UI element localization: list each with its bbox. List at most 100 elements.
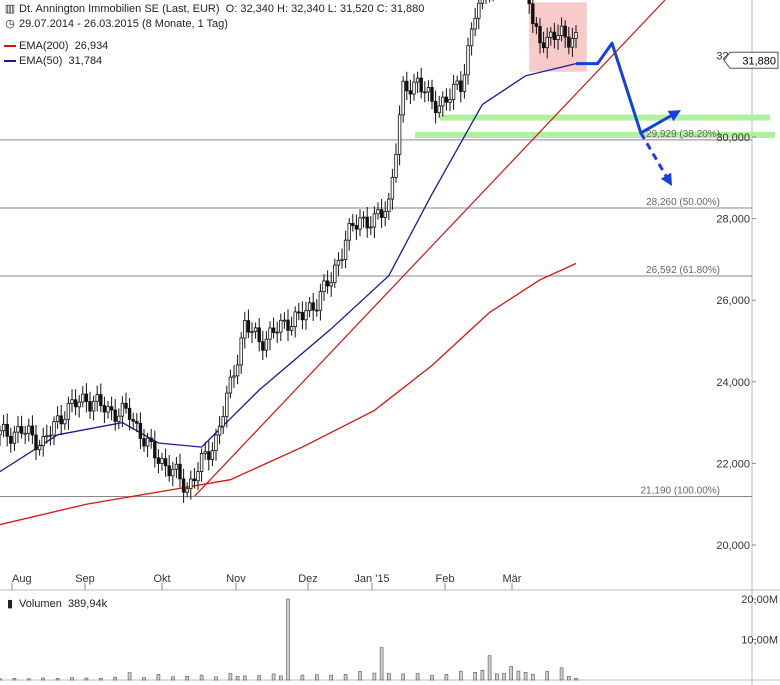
- candle: [48, 425, 53, 446]
- candle: [113, 399, 117, 431]
- vol-tick-label-1: 10,00M: [741, 635, 778, 647]
- candle-body: [207, 451, 211, 460]
- candle: [570, 27, 575, 57]
- candle-body: [541, 42, 546, 49]
- candle: [361, 211, 366, 228]
- candle-body: [261, 341, 265, 351]
- candle: [243, 311, 247, 349]
- volume-bar: [228, 673, 233, 681]
- candle: [423, 81, 427, 103]
- volume-bar: [444, 674, 449, 681]
- x-tick-label-0: Aug: [12, 573, 32, 585]
- candle: [106, 401, 110, 419]
- candle: [217, 415, 222, 445]
- candle-body: [156, 457, 161, 464]
- candle-body: [289, 326, 294, 331]
- candle-body: [527, 0, 531, 5]
- candle-body: [77, 401, 81, 408]
- volume-bar: [415, 673, 420, 681]
- candle: [455, 75, 459, 91]
- candle: [466, 37, 470, 85]
- candle: [41, 427, 45, 457]
- candle-body: [199, 452, 204, 472]
- candle: [477, 0, 481, 30]
- candle-body: [545, 36, 549, 49]
- candle-body: [325, 280, 330, 287]
- candle: [556, 24, 560, 51]
- volume-bar: [480, 669, 485, 681]
- candle: [253, 322, 258, 339]
- ema50-line: [0, 62, 577, 473]
- candle: [156, 449, 161, 474]
- volume-bar: [509, 666, 514, 681]
- candle-body: [214, 434, 218, 452]
- candle-body: [318, 291, 323, 311]
- candle-body: [23, 432, 27, 435]
- candle: [567, 26, 571, 55]
- candle-body: [5, 423, 9, 437]
- candle: [138, 412, 143, 450]
- y-tick-label-5: 26,000: [716, 295, 750, 307]
- volume-bar: [185, 676, 189, 681]
- volume-bar: [574, 678, 578, 681]
- candle: [282, 312, 287, 329]
- candle: [232, 365, 236, 388]
- volume-bar: [199, 674, 204, 681]
- candle: [534, 17, 539, 35]
- candle: [199, 448, 204, 482]
- candle-body: [0, 430, 2, 436]
- candle: [538, 18, 542, 54]
- candle-body: [131, 419, 135, 422]
- candle: [275, 321, 279, 344]
- candle: [63, 411, 67, 430]
- candles-icon: ▥: [4, 3, 16, 15]
- candle: [333, 258, 337, 288]
- candle: [70, 389, 74, 413]
- y-tick-label-6: 24,000: [716, 377, 750, 389]
- x-tick-label-7: Mär: [503, 573, 522, 585]
- candle: [239, 332, 243, 374]
- volume-bar: [516, 670, 521, 681]
- candle-body: [351, 222, 355, 226]
- candle: [325, 270, 330, 294]
- candle-body: [477, 2, 481, 19]
- volume-bar: [0, 678, 2, 681]
- x-tick-label-5: Jan '15: [354, 573, 389, 585]
- candle-body: [12, 431, 17, 444]
- last-price-tag: [723, 51, 779, 69]
- candle: [131, 412, 135, 430]
- candle: [59, 404, 63, 435]
- candle-body: [559, 25, 564, 36]
- candle: [99, 383, 103, 413]
- y-tick-label-4: 28,000: [716, 214, 750, 226]
- candle-body: [142, 438, 146, 447]
- candle-body: [333, 264, 337, 284]
- candle: [426, 80, 431, 102]
- candle: [340, 248, 344, 269]
- candle: [30, 415, 35, 444]
- volume-bar: [243, 675, 247, 681]
- volume-bar: [70, 677, 74, 681]
- candle-body: [387, 198, 391, 212]
- volume-bar: [530, 674, 535, 681]
- candle-body: [9, 435, 13, 444]
- candle: [412, 73, 416, 101]
- volume-bar: [566, 676, 571, 681]
- volume-bar: [473, 672, 478, 681]
- x-tick-label-2: Okt: [153, 573, 170, 585]
- volume-bar: [235, 676, 240, 681]
- candle: [55, 406, 60, 429]
- volume-bars-group: [0, 598, 578, 681]
- candle-body: [117, 415, 121, 422]
- candle-body: [70, 399, 74, 404]
- ema50-legend: EMA(50) 31,784: [4, 55, 102, 68]
- candle: [430, 79, 434, 110]
- candle-body: [59, 415, 63, 425]
- last-price-label: 31,880: [742, 55, 776, 67]
- candle: [480, 0, 485, 10]
- candle-body: [257, 327, 261, 343]
- candle: [469, 22, 474, 56]
- volume-bar: [559, 667, 564, 681]
- candle: [109, 396, 114, 421]
- candle: [102, 396, 107, 424]
